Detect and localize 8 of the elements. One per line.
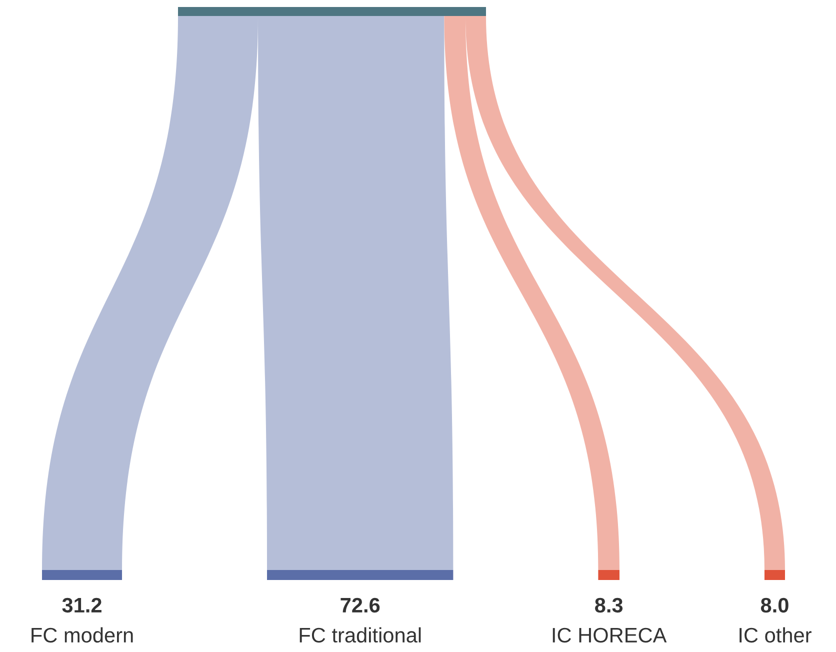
category-label: FC modern [32,627,133,643]
data-label: 31.2 [62,598,102,613]
category-label: FC traditional [300,627,421,643]
data-label: 8.3 [595,598,623,613]
data-label: 8.0 [760,598,788,613]
category-label: IC HORECA [552,628,667,643]
category-label: IC other [740,627,812,643]
data-label: 72.6 [340,598,380,613]
